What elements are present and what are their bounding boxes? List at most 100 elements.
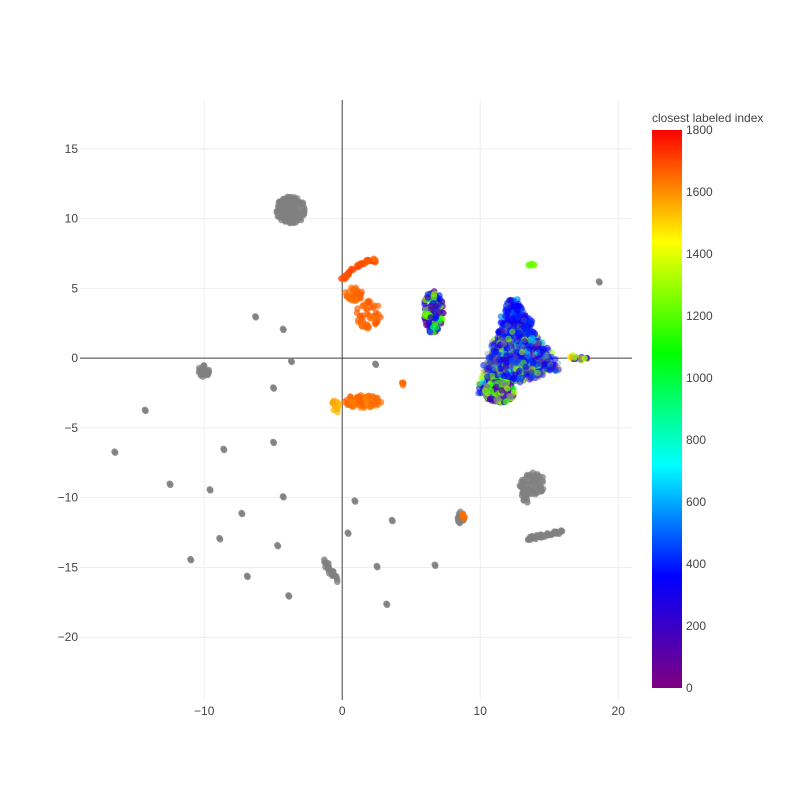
data-point (521, 490, 528, 497)
y-tick-label: −10 (58, 491, 79, 505)
data-point (485, 364, 492, 372)
data-point (274, 543, 282, 550)
data-point (142, 407, 149, 415)
y-tick-label: 15 (65, 142, 79, 156)
data-point (534, 472, 541, 479)
data-point (372, 361, 380, 368)
data-point (424, 294, 432, 301)
data-point (546, 367, 553, 374)
data-point (343, 396, 351, 404)
data-point (509, 363, 516, 370)
data-point (372, 309, 380, 316)
data-point (502, 364, 510, 372)
data-point (330, 406, 337, 414)
data-point (285, 593, 293, 600)
data-point (514, 307, 521, 314)
y-tick-label: −15 (58, 560, 79, 574)
data-point (552, 530, 560, 537)
data-point (365, 297, 373, 305)
colorbar-tick-label: 1800 (686, 123, 713, 137)
data-point (525, 329, 533, 337)
data-point (516, 374, 523, 382)
data-point (244, 573, 251, 581)
data-point (364, 306, 371, 313)
data-point (492, 365, 499, 372)
data-point (348, 284, 355, 291)
y-tick-label: −5 (64, 421, 78, 435)
data-point (515, 329, 522, 337)
data-point (353, 309, 361, 317)
data-point (552, 367, 559, 374)
data-point (283, 216, 291, 224)
data-point (373, 319, 381, 326)
data-point (539, 369, 546, 377)
data-point (533, 361, 540, 368)
data-point (539, 348, 546, 355)
data-point (207, 487, 214, 494)
data-point (432, 315, 439, 322)
data-point (513, 343, 520, 351)
colorbar-tick-label: 800 (686, 433, 706, 447)
data-point (187, 557, 195, 564)
data-point (536, 485, 543, 492)
data-point (524, 352, 531, 359)
data-point (367, 403, 374, 411)
data-point (505, 374, 513, 381)
data-point (205, 369, 212, 376)
data-point (500, 373, 507, 380)
data-point (504, 385, 511, 392)
data-point (503, 344, 511, 352)
data-point (280, 494, 287, 501)
data-point (505, 335, 512, 342)
data-point (427, 314, 434, 321)
data-point (352, 291, 359, 299)
data-point (519, 476, 526, 484)
data-point (502, 313, 509, 320)
data-point (504, 359, 511, 366)
data-point (421, 311, 429, 318)
y-axis-ticks: −20 −15 −10 −5 0 5 10 15 (58, 142, 79, 644)
data-point (358, 319, 366, 326)
data-point (514, 313, 522, 320)
data-point (112, 449, 119, 456)
colorbar-tick-label: 1000 (686, 371, 713, 385)
data-point (502, 398, 510, 405)
y-tick-label: 10 (65, 212, 79, 226)
data-point (527, 319, 534, 327)
x-axis-ticks: −10 0 10 20 (194, 704, 625, 718)
data-point (520, 497, 527, 504)
colorbar-tick-label: 600 (686, 495, 706, 509)
data-point (290, 197, 297, 204)
data-point (489, 351, 497, 359)
data-point (525, 261, 532, 268)
data-point (334, 578, 341, 585)
data-point (440, 309, 447, 317)
data-point (433, 324, 440, 331)
y-tick-label: −20 (58, 630, 79, 644)
x-tick-label: 10 (474, 704, 488, 718)
data-point (528, 490, 536, 497)
data-point (363, 323, 370, 330)
data-point (344, 270, 351, 277)
data-point (486, 395, 494, 402)
colorbar-tick-label: 200 (686, 619, 706, 633)
data-point (523, 371, 530, 379)
colorbar-ticks: 0 200 400 600 800 1000 1200 1400 1600 1800 (686, 123, 713, 695)
data-point (435, 309, 442, 317)
data-point (436, 295, 443, 302)
data-point (389, 517, 396, 525)
data-point (522, 363, 529, 371)
data-point (484, 373, 491, 381)
data-point (534, 369, 541, 377)
colorbar-tick-label: 0 (686, 681, 693, 695)
data-point (275, 213, 282, 220)
data-point (533, 343, 540, 350)
data-point (374, 564, 381, 571)
data-point (427, 302, 434, 310)
data-point (534, 478, 542, 485)
data-point (529, 336, 536, 343)
data-point (497, 365, 504, 372)
data-point (345, 530, 352, 537)
data-point (544, 344, 551, 352)
